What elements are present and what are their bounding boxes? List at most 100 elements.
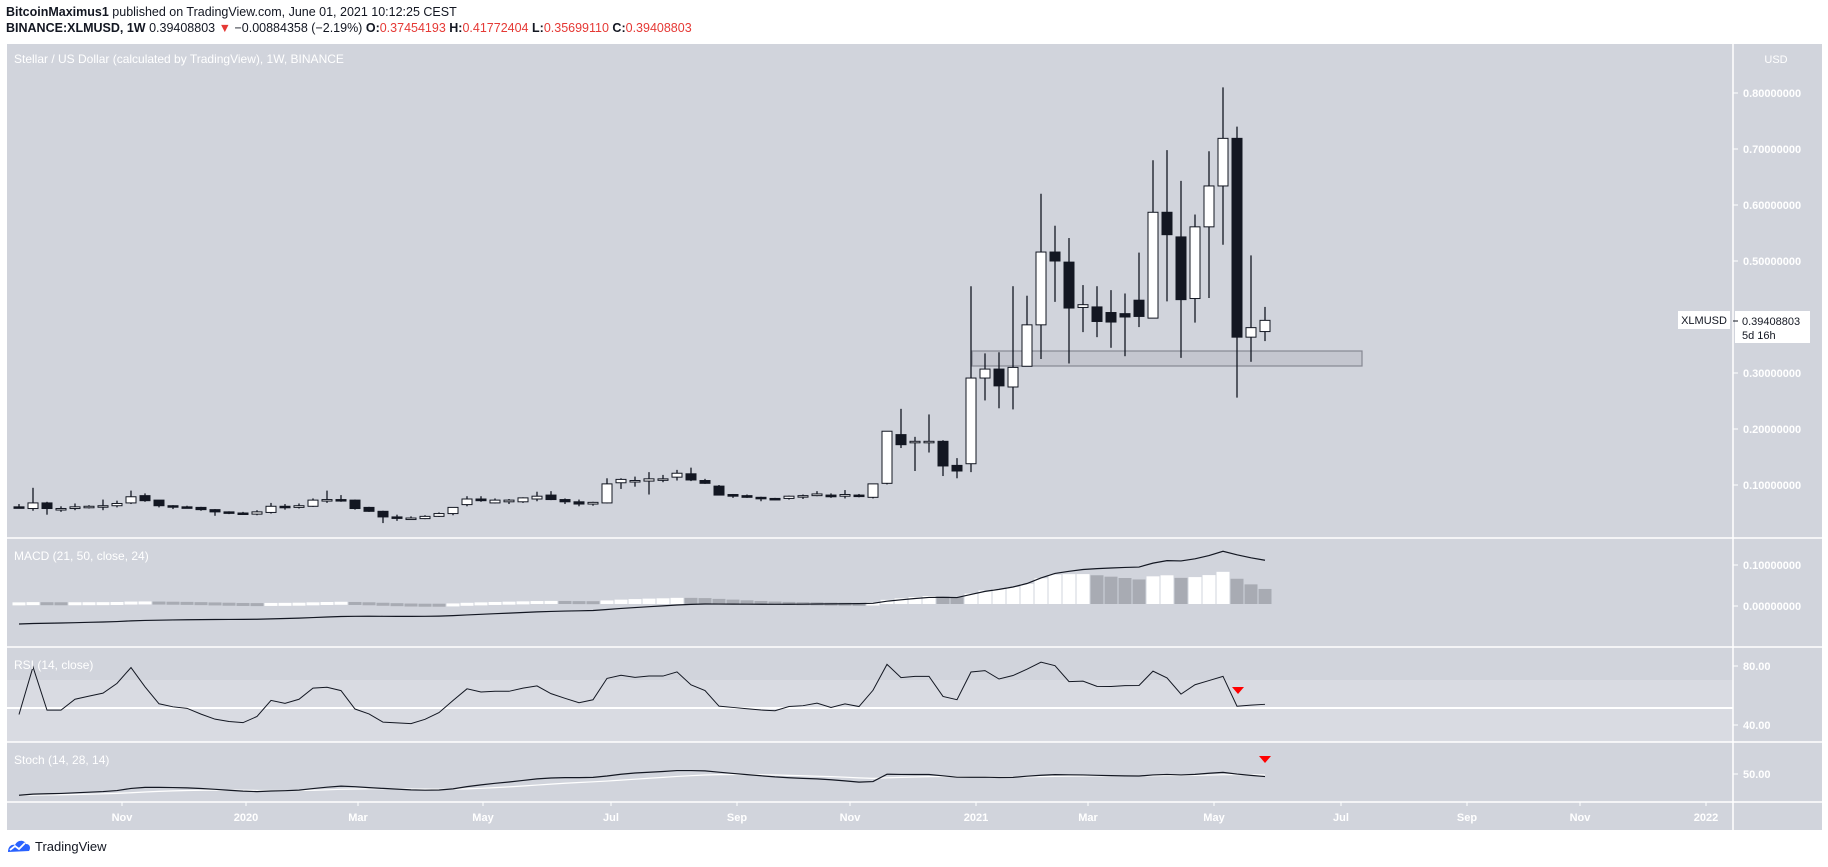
- stoch-tick-label: 50.00: [1743, 769, 1771, 781]
- macd-histogram-bar: [1244, 584, 1258, 604]
- candle-body: [937, 440, 949, 467]
- candle-body: [195, 506, 207, 511]
- macd-histogram-bar: [852, 602, 866, 606]
- candle-body: [1231, 137, 1243, 338]
- macd-histogram-bar: [740, 600, 754, 604]
- candle-body: [419, 515, 431, 520]
- macd-histogram-bar: [152, 601, 166, 605]
- macd-histogram-bar: [390, 603, 404, 607]
- macd-histogram-bar: [936, 596, 950, 604]
- macd-histogram-bar: [138, 601, 152, 605]
- macd-histogram-bar: [1076, 574, 1090, 604]
- candle-body: [279, 505, 291, 509]
- candle-body: [83, 505, 95, 509]
- macd-histogram-bar: [992, 588, 1006, 604]
- candle-body: [1259, 319, 1271, 333]
- candle-body: [573, 501, 585, 505]
- macd-histogram-bar: [82, 602, 96, 606]
- macd-histogram-bar: [1006, 587, 1020, 604]
- tradingview-brand[interactable]: TradingView: [7, 838, 107, 854]
- axes-layer: 0.80000000 0.70000000 0.60000000 0.50000000…: [112, 88, 1802, 824]
- publish-line: BitcoinMaximus1 published on TradingView…: [6, 5, 457, 19]
- candle-body: [321, 499, 333, 502]
- time-tick-label: Mar: [348, 812, 368, 824]
- candle-body: [475, 498, 487, 502]
- rsi-layer: [18, 661, 1266, 725]
- candle-body: [251, 511, 263, 515]
- macd-histogram-bar: [54, 602, 68, 606]
- macd-histogram-bar: [194, 602, 208, 606]
- macd-histogram-bar: [1118, 578, 1132, 604]
- macd-histogram-bar: [880, 599, 894, 604]
- symbol-tag-text: XLMUSD: [1681, 315, 1727, 327]
- macd-histogram-bar: [334, 601, 348, 605]
- author-name[interactable]: BitcoinMaximus1: [6, 5, 109, 19]
- macd-histogram-bar: [950, 597, 964, 604]
- macd-histogram-bar: [698, 598, 712, 604]
- candle-body: [209, 509, 221, 513]
- rsi-line: [18, 661, 1266, 725]
- candle-body: [153, 499, 165, 507]
- price-tick-label: 0.20000000: [1743, 424, 1801, 436]
- candle-body: [755, 496, 767, 500]
- macd-histogram-bar: [614, 599, 628, 604]
- macd-histogram-bar: [572, 601, 586, 605]
- macd-histogram-bar: [1034, 578, 1048, 604]
- time-tick-label: May: [1203, 812, 1225, 824]
- time-tick-label: 2021: [964, 812, 988, 824]
- macd-histogram-bar: [166, 601, 180, 605]
- macd-histogram-bar: [894, 598, 908, 604]
- symbol-label: BINANCE:XLMUSD, 1W: [6, 21, 146, 35]
- macd-histogram-bar: [96, 602, 110, 606]
- candle-body: [517, 497, 529, 503]
- macd-histogram-bar: [586, 601, 600, 605]
- macd-histogram-bar: [628, 599, 642, 604]
- candle-body: [125, 496, 137, 504]
- macd-histogram-bar: [754, 600, 768, 604]
- macd-histogram-bar: [404, 603, 418, 607]
- rsi-signal-triangle-icon: [1232, 687, 1244, 694]
- macd-histogram-bar: [1160, 575, 1174, 604]
- macd-histogram-bar: [558, 600, 572, 604]
- macd-label: MACD (21, 50, close, 24): [14, 549, 149, 563]
- publish-info: published on TradingView.com, June 01, 2…: [112, 5, 457, 19]
- price-tick-label: 0.60000000: [1743, 200, 1801, 212]
- macd-histogram-bar: [516, 601, 530, 605]
- candle-body: [965, 377, 977, 465]
- macd-histogram-bar: [1132, 579, 1146, 604]
- macd-histogram-bar: [26, 602, 40, 606]
- candle-body: [825, 494, 837, 498]
- macd-histogram-bar: [1090, 575, 1104, 604]
- candle-body: [307, 499, 319, 507]
- time-tick-label: 2022: [1694, 812, 1718, 824]
- candle-body: [1161, 211, 1173, 236]
- candle-body: [671, 472, 683, 478]
- macd-histogram-bar: [124, 601, 138, 605]
- macd-histogram-bar: [68, 602, 82, 606]
- brand-text: TradingView: [35, 838, 107, 854]
- candle-body: [349, 499, 361, 510]
- time-tick-label: Sep: [1457, 812, 1477, 824]
- macd-histogram-bar: [782, 601, 796, 605]
- candle-body: [237, 512, 249, 515]
- tradingview-logo-icon: [8, 840, 30, 852]
- candle-body: [685, 473, 697, 481]
- candle-body: [1175, 236, 1187, 301]
- macd-histogram-bar: [1020, 583, 1034, 604]
- macd-histogram-bar: [110, 601, 124, 605]
- macd-histogram-bar: [306, 602, 320, 606]
- candle-body: [55, 508, 67, 511]
- candle-body: [867, 483, 879, 498]
- macd-histogram-bar: [600, 600, 614, 604]
- macd-histogram-bar: [1216, 571, 1230, 604]
- macd-histogram-bar: [922, 596, 936, 604]
- stoch-label: Stoch (14, 28, 14): [14, 753, 109, 767]
- macd-histogram-bar: [180, 601, 194, 605]
- macd-histogram-bar: [1258, 588, 1272, 604]
- candle-body: [615, 478, 627, 484]
- price-tick-label: 0.70000000: [1743, 144, 1801, 156]
- candles-layer: [13, 87, 1271, 524]
- candle-body: [811, 493, 823, 497]
- macd-histogram-bar: [642, 598, 656, 604]
